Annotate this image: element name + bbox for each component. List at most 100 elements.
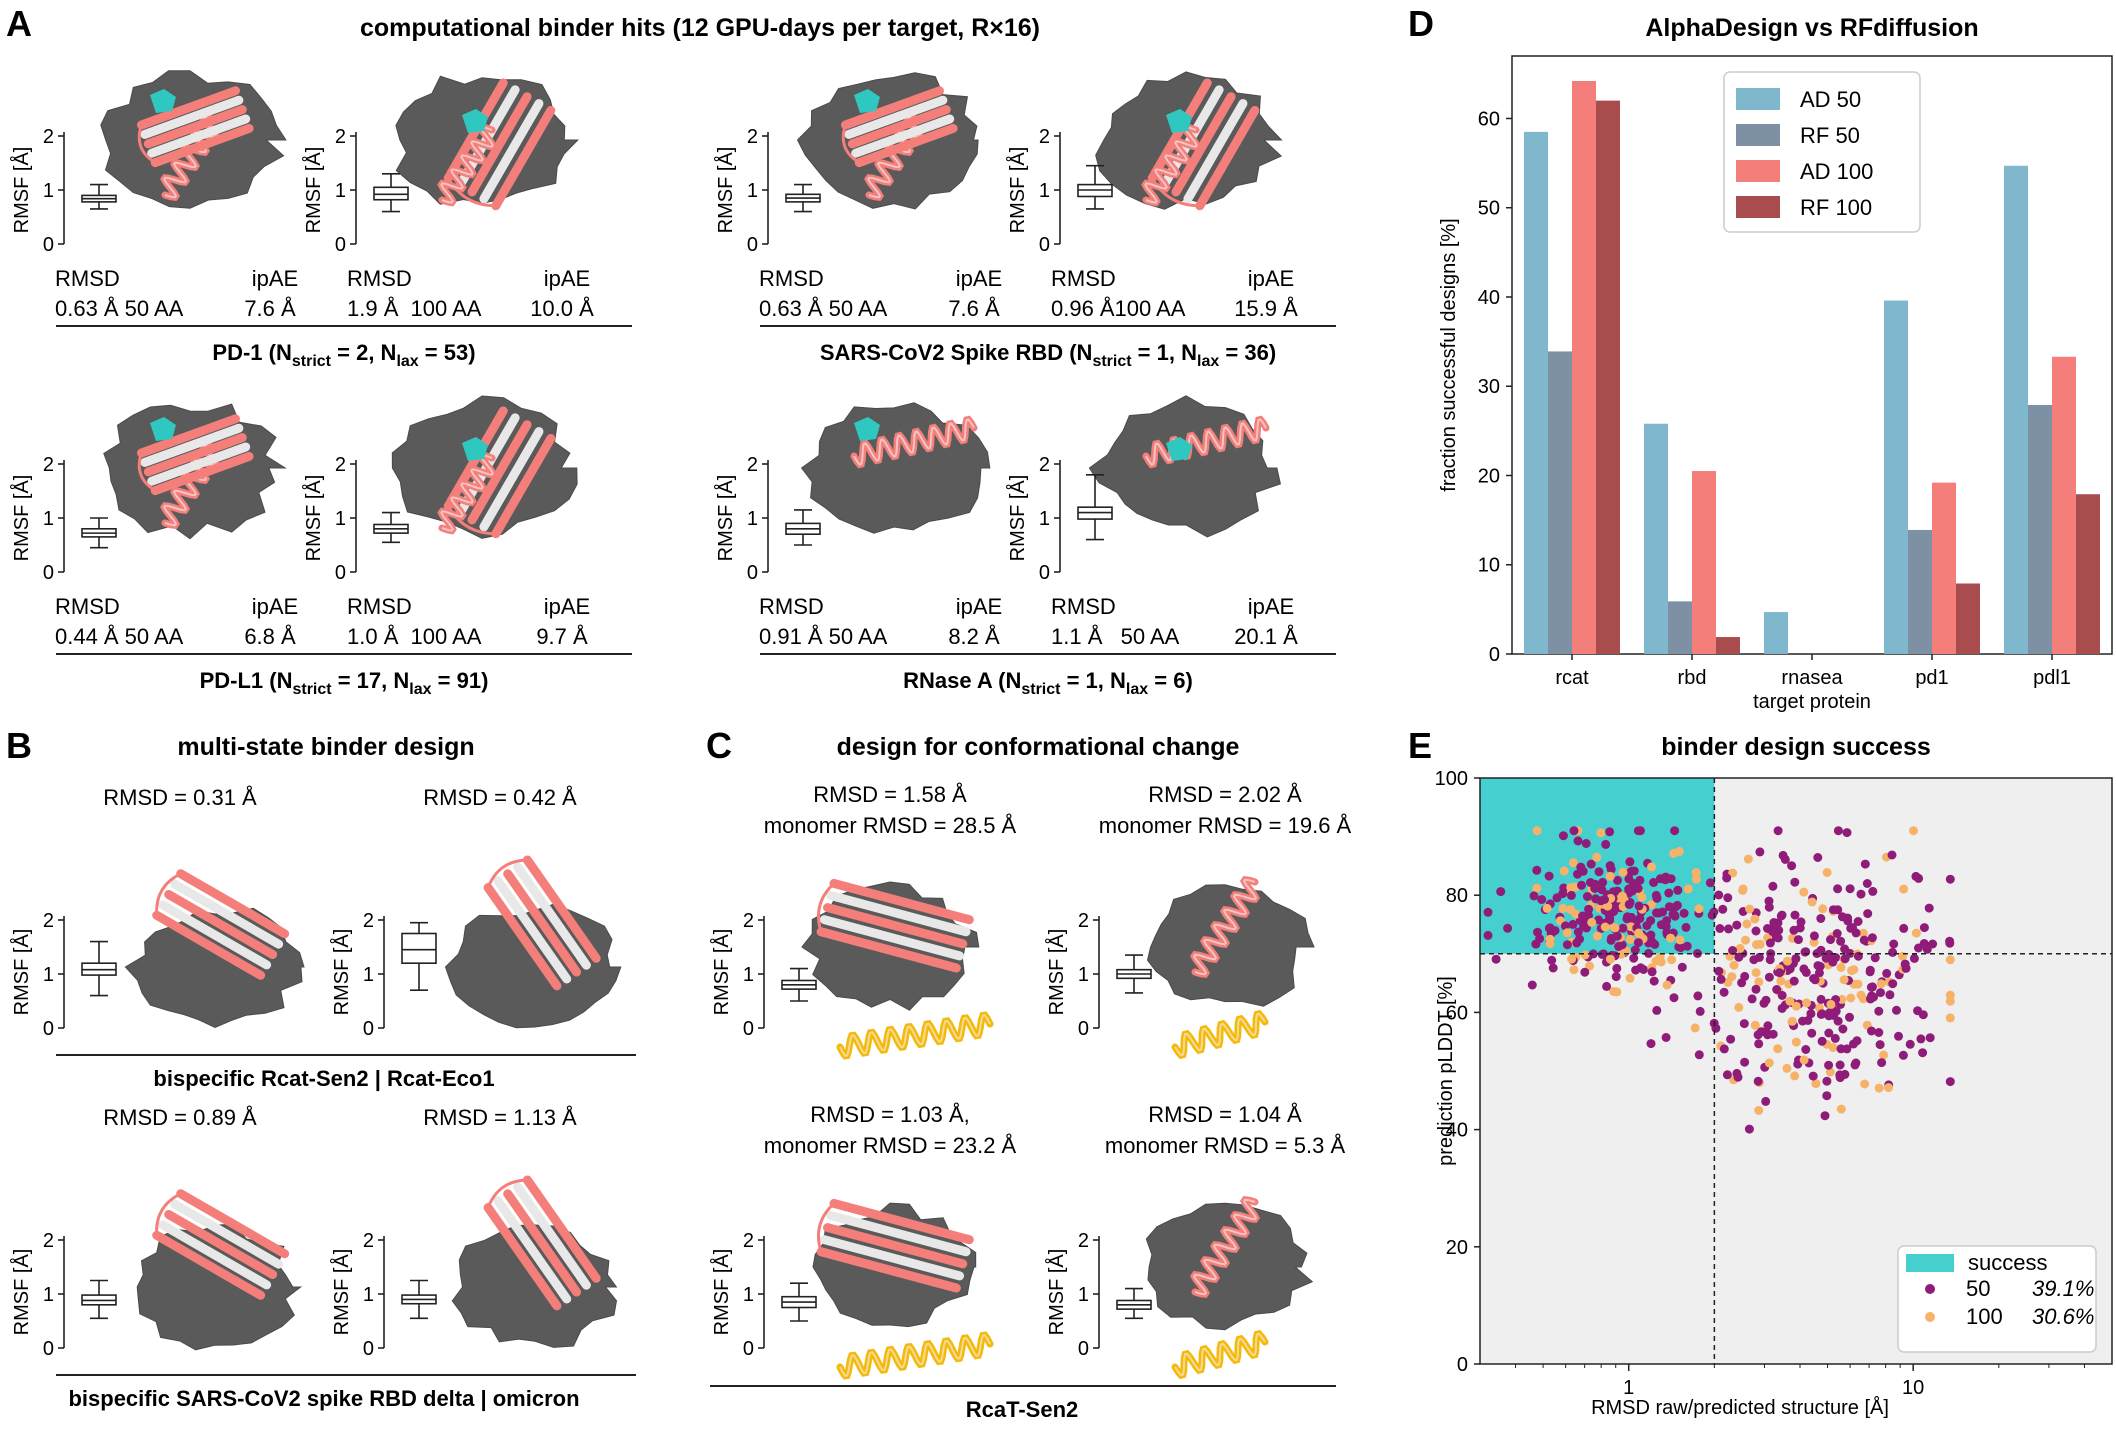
binder-helix bbox=[1189, 1195, 1261, 1299]
point-50 bbox=[1588, 949, 1598, 959]
rmsf-tick-label: 0 bbox=[43, 1338, 54, 1360]
point-50 bbox=[1789, 925, 1799, 935]
point-50 bbox=[1674, 942, 1684, 952]
point-100 bbox=[1754, 977, 1764, 987]
binder-helix bbox=[437, 451, 497, 535]
point-50 bbox=[1845, 884, 1855, 894]
point-100 bbox=[1662, 980, 1672, 990]
point-50 bbox=[1885, 990, 1895, 1000]
point-50 bbox=[1605, 915, 1615, 925]
point-50 bbox=[1624, 899, 1634, 909]
point-50 bbox=[1798, 1016, 1808, 1026]
n-strict-value: 17 bbox=[357, 668, 381, 693]
point-50 bbox=[1816, 994, 1826, 1004]
point-50 bbox=[1866, 994, 1875, 1004]
point-50 bbox=[1724, 924, 1733, 934]
loop bbox=[486, 858, 528, 889]
point-50 bbox=[1820, 1111, 1830, 1121]
point-50 bbox=[1649, 878, 1659, 887]
point-100 bbox=[1729, 960, 1739, 970]
point-50 bbox=[1545, 923, 1555, 933]
rmsf-axis-label: RMSF [Å] bbox=[302, 475, 325, 562]
panel-b-title: multi-state binder design bbox=[177, 733, 474, 761]
legend-box bbox=[1723, 71, 1921, 233]
point-100 bbox=[1728, 868, 1738, 878]
point-50 bbox=[1877, 1058, 1887, 1068]
legend-label: RF 100 bbox=[1800, 195, 1872, 220]
point-50 bbox=[1842, 828, 1852, 838]
rmsf-boxplot: 0 1 2 bbox=[747, 454, 821, 584]
binder-sheet bbox=[483, 855, 601, 991]
bar-ad-100-pdl1 bbox=[2052, 356, 2076, 654]
point-50 bbox=[1646, 916, 1656, 926]
bar-rf-100-pd1 bbox=[1956, 583, 1980, 654]
conformational-model: RMSD = 1.58 Å monomer RMSD = 28.5 Å RMSF [… bbox=[710, 782, 1017, 1060]
rmsf-boxplot: 0 1 2 bbox=[743, 1230, 817, 1360]
rmsf-tick-label: 0 bbox=[743, 1018, 754, 1040]
helix-highlight bbox=[1192, 878, 1258, 976]
legend-swatch bbox=[1736, 160, 1780, 182]
y-tick-label: 50 bbox=[1478, 198, 1500, 220]
point-50 bbox=[1800, 947, 1810, 957]
point-50 bbox=[1888, 947, 1898, 957]
binder-model: RMSF [Å] 0 1 2 RMSD 0.96 Å 100 AA ipAE 15.9 Å bbox=[1006, 71, 1298, 321]
n-strict-sub: strict bbox=[1021, 681, 1061, 698]
point-50 bbox=[1850, 1060, 1860, 1070]
binder-helix bbox=[1189, 875, 1261, 979]
monomer-rmsd-annotation: monomer RMSD = 19.6 Å bbox=[1099, 813, 1352, 838]
point-50 bbox=[1882, 968, 1892, 978]
beta-strand bbox=[176, 1189, 290, 1259]
point-50 bbox=[1868, 982, 1877, 992]
point-100 bbox=[1610, 923, 1620, 933]
point-50 bbox=[1888, 979, 1898, 989]
rmsf-tick-label: 2 bbox=[335, 126, 346, 148]
rmsd-annotation: RMSD = 1.58 Å bbox=[813, 782, 967, 807]
point-50 bbox=[1584, 911, 1593, 920]
target-surface bbox=[451, 1224, 618, 1348]
binder-sheet bbox=[136, 414, 254, 496]
hotspot-patch bbox=[1166, 437, 1192, 461]
point-50 bbox=[1863, 909, 1873, 919]
beta-strand bbox=[164, 890, 278, 959]
rmsd-label: RMSD bbox=[759, 266, 824, 291]
point-50 bbox=[1722, 873, 1732, 883]
point-50 bbox=[1744, 1124, 1754, 1134]
legend: AD 50 RF 50 AD 100 RF 100 bbox=[1723, 71, 1921, 233]
n-lax-sub: lax bbox=[1197, 353, 1219, 370]
point-50 bbox=[1652, 893, 1662, 903]
point-100 bbox=[1809, 937, 1819, 947]
point-50 bbox=[1832, 929, 1842, 938]
n-lax-eq: = bbox=[432, 668, 457, 693]
caption-close: ) bbox=[468, 340, 475, 365]
n-lax-sub: lax bbox=[396, 353, 418, 370]
bar-rf-50-pd1 bbox=[1908, 529, 1932, 654]
beta-strand bbox=[483, 883, 562, 991]
y-tick-label: 0 bbox=[1457, 1354, 1468, 1376]
beta-strand bbox=[819, 915, 965, 961]
binder-model: RMSF [Å] 0 1 2 RMSD 1.1 Å 50 AA ipAE 20.1 Å bbox=[1006, 395, 1298, 649]
rmsf-tick-label: 2 bbox=[743, 910, 754, 932]
rmsf-boxplot: 0 1 2 bbox=[1078, 910, 1152, 1040]
point-50 bbox=[1630, 945, 1640, 955]
point-50 bbox=[1582, 892, 1592, 901]
rmsd-label: RMSD bbox=[1051, 266, 1116, 291]
rmsf-boxplot: 0 1 2 bbox=[43, 1230, 117, 1360]
point-50 bbox=[1833, 1016, 1843, 1026]
loop bbox=[137, 124, 156, 164]
group-caption: PD-L1 (Nstrict = 17, Nlax = 91) bbox=[200, 668, 489, 698]
point-50 bbox=[1734, 952, 1744, 962]
rmsf-tick-label: 1 bbox=[335, 180, 346, 202]
point-100 bbox=[1558, 903, 1568, 913]
monomer-rmsd-annotation: monomer RMSD = 23.2 Å bbox=[764, 1133, 1017, 1158]
point-50 bbox=[1817, 1009, 1827, 1019]
legend-success-label: success bbox=[1968, 1250, 2047, 1275]
caption-close: ) bbox=[481, 668, 488, 693]
legend-swatch bbox=[1736, 88, 1780, 110]
point-100 bbox=[1818, 904, 1828, 914]
multistate-model: RMSD = 1.13 Å RMSF [Å] 0 1 2 bbox=[330, 1105, 618, 1360]
panel-a-letter: A bbox=[6, 3, 32, 44]
x-tick-label: pd1 bbox=[1915, 667, 1948, 689]
binder-helix bbox=[437, 123, 497, 207]
beta-strand bbox=[823, 1223, 968, 1269]
bar-ad-50-rcat bbox=[1524, 131, 1548, 655]
